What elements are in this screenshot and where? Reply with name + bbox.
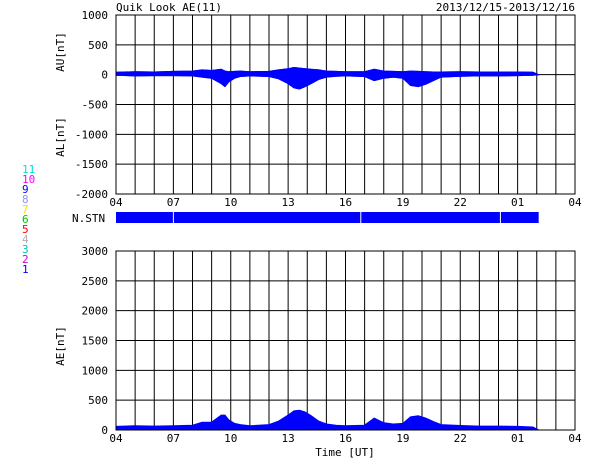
x-tick-label: 01: [511, 432, 524, 445]
x-tick-label: 19: [396, 432, 409, 445]
x-tick-label: 07: [167, 432, 180, 445]
x-tick-label: 22: [454, 196, 467, 209]
nstn-bar-fill: [116, 212, 539, 223]
x-tick-label: 19: [396, 196, 409, 209]
y-tick-label: -1000: [75, 128, 108, 141]
ae-series-area: [115, 409, 539, 431]
y-tick-label: 0: [101, 69, 108, 82]
y-tick-label: 500: [88, 39, 108, 52]
station-legend-label: 1: [22, 263, 29, 276]
plot-frame: [115, 14, 576, 195]
y-tick-label: 1500: [82, 335, 109, 348]
x-tick-label: 07: [167, 196, 180, 209]
y-tick-label: 1000: [82, 364, 109, 377]
station-legend-label: 5: [22, 223, 29, 236]
y-tick-label: 500: [88, 394, 108, 407]
station-legend-label: 11: [22, 163, 35, 176]
y-tick-label: 2000: [82, 305, 109, 318]
y-tick-label: -2000: [75, 188, 108, 201]
x-tick-label: 22: [454, 432, 467, 445]
x-tick-label: 16: [339, 196, 352, 209]
date-range-label: 2013/12/15-2013/12/16: [436, 1, 575, 14]
y-axis-title-al: AL[nT]: [54, 117, 67, 157]
x-tick-label: 04: [109, 432, 123, 445]
x-tick-label: 16: [339, 432, 352, 445]
station-legend-label: 2: [22, 253, 29, 266]
y-tick-label: 2500: [82, 275, 109, 288]
y-axis-title-au: AU[nT]: [54, 32, 67, 72]
nstn-label: N.STN: [72, 212, 105, 225]
y-tick-label: -1500: [75, 158, 108, 171]
station-legend-label: 6: [22, 213, 29, 226]
station-legend-label: 9: [22, 183, 29, 196]
x-tick-label: 01: [511, 196, 524, 209]
x-tick-label: 10: [224, 196, 237, 209]
station-legend-label: 8: [22, 193, 29, 206]
station-legend-label: 7: [22, 203, 29, 216]
al-series-line: [115, 74, 539, 90]
station-legend-label: 4: [22, 233, 29, 246]
figure-title: Quik Look AE(11): [116, 1, 222, 14]
y-tick-label: 3000: [82, 245, 109, 258]
nstn-bar: [116, 212, 539, 223]
x-tick-label: 04: [109, 196, 123, 209]
x-tick-label: 13: [282, 432, 295, 445]
x-tick-label: 10: [224, 432, 237, 445]
au-series-line: [115, 66, 539, 76]
station-legend-label: 3: [22, 243, 29, 256]
y-tick-label: -500: [82, 99, 109, 112]
x-tick-label: 04: [568, 432, 582, 445]
x-tick-label: 13: [282, 196, 295, 209]
x-axis-title: Time [UT]: [315, 446, 375, 459]
y-tick-label: 1000: [82, 9, 109, 22]
station-legend-label: 10: [22, 173, 35, 186]
y-axis-title-ae: AE[nT]: [54, 326, 67, 366]
y-tick-label: 0: [101, 424, 108, 437]
plot-frame: [115, 250, 576, 431]
x-tick-label: 04: [568, 196, 582, 209]
